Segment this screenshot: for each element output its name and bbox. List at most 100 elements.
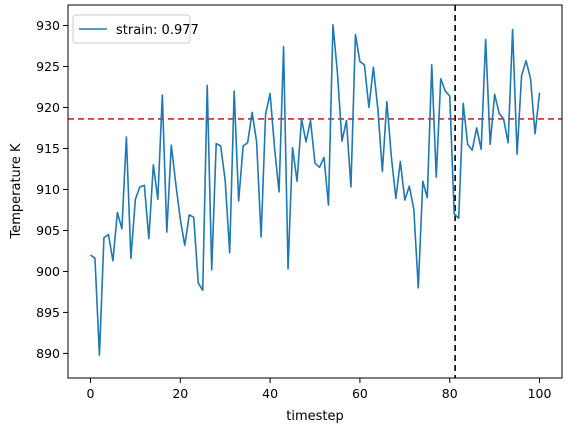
data-point	[247, 142, 249, 144]
data-point	[121, 228, 123, 230]
data-point	[440, 78, 442, 80]
x-tick-label: 40	[262, 386, 278, 401]
data-point	[94, 258, 96, 260]
data-point	[126, 136, 128, 138]
data-point	[431, 64, 433, 66]
data-point	[166, 231, 168, 233]
legend-box	[72, 14, 191, 44]
data-point	[480, 148, 482, 150]
data-point	[444, 90, 446, 92]
data-point	[184, 244, 186, 246]
legend: strain: 0.977	[72, 14, 199, 44]
data-point	[310, 120, 312, 122]
data-point	[485, 39, 487, 41]
data-point	[521, 75, 523, 77]
y-tick-label: 920	[36, 100, 60, 115]
data-point	[400, 161, 402, 163]
data-point	[382, 171, 384, 173]
data-point	[319, 167, 321, 169]
data-point	[112, 260, 114, 262]
data-point	[242, 145, 244, 147]
y-tick-label: 930	[36, 18, 60, 33]
data-point	[170, 144, 172, 146]
data-point	[539, 92, 541, 94]
data-point	[512, 29, 514, 31]
data-point	[260, 236, 262, 238]
data-point	[462, 103, 464, 105]
data-point	[157, 198, 159, 200]
data-point	[395, 198, 397, 200]
data-point	[269, 93, 271, 95]
data-point	[332, 24, 334, 26]
data-point	[476, 127, 478, 129]
data-point	[99, 354, 101, 356]
data-point	[274, 148, 276, 150]
data-point	[503, 118, 505, 120]
y-tick-label: 910	[36, 182, 60, 197]
y-tick-label: 895	[36, 305, 60, 320]
y-tick-label: 925	[36, 59, 60, 74]
data-point	[417, 287, 419, 289]
data-point	[458, 217, 460, 219]
data-point	[162, 94, 164, 96]
data-point	[229, 252, 231, 254]
data-point	[153, 164, 155, 166]
x-axis-ticks: 0 20 40 60 80 100	[86, 378, 552, 401]
data-point	[328, 204, 330, 206]
data-point	[314, 162, 316, 164]
data-point	[359, 61, 361, 63]
series-line	[89, 23, 541, 356]
data-point	[364, 64, 366, 66]
data-point	[355, 34, 357, 36]
data-point	[337, 72, 339, 74]
data-point	[534, 133, 536, 135]
data-point	[179, 218, 181, 220]
data-point	[413, 208, 415, 210]
data-point	[292, 147, 294, 149]
data-point	[202, 289, 204, 291]
data-point	[251, 112, 253, 114]
data-point	[265, 113, 267, 115]
data-point	[148, 238, 150, 240]
data-point	[305, 141, 307, 143]
data-point	[525, 60, 527, 62]
data-point	[278, 191, 280, 193]
data-point	[498, 112, 500, 114]
data-point	[426, 197, 428, 199]
data-point	[287, 268, 289, 270]
plot-area	[68, 5, 562, 378]
data-point	[516, 153, 518, 155]
x-tick-label: 0	[86, 386, 94, 401]
data-point	[139, 186, 141, 188]
data-point	[108, 234, 110, 236]
series-layer	[89, 23, 541, 356]
data-point	[206, 85, 208, 87]
data-point	[467, 144, 469, 146]
y-tick-label: 905	[36, 223, 60, 238]
data-point	[350, 186, 352, 188]
data-point	[404, 199, 406, 201]
data-point	[256, 141, 258, 143]
data-point	[197, 282, 199, 284]
data-point	[211, 269, 213, 271]
data-point	[130, 258, 132, 260]
data-point	[103, 237, 105, 239]
y-tick-label: 900	[36, 264, 60, 279]
data-point	[368, 107, 370, 109]
data-point	[238, 200, 240, 202]
data-point	[507, 142, 509, 144]
data-point	[90, 254, 92, 256]
y-tick-label: 890	[36, 346, 60, 361]
y-axis-label: Temperature K	[9, 143, 24, 239]
data-point	[224, 180, 226, 182]
data-point	[373, 67, 375, 69]
data-point	[471, 149, 473, 151]
x-tick-label: 20	[172, 386, 188, 401]
x-axis-label: timestep	[286, 409, 344, 424]
data-point	[283, 46, 285, 48]
data-point	[188, 214, 190, 216]
x-tick-label: 100	[528, 386, 552, 401]
data-point	[233, 90, 235, 92]
data-point	[117, 212, 119, 214]
